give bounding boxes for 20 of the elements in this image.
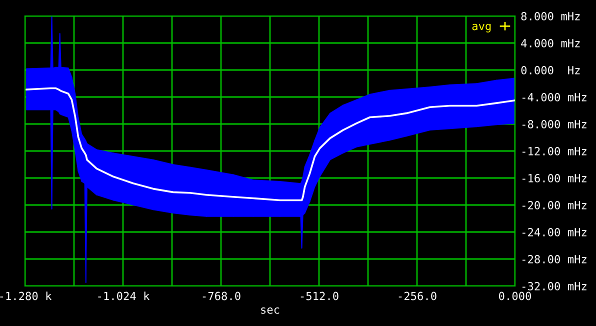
y-tick-label: -20.00 mHz bbox=[522, 201, 586, 210]
y-tick-label: -4.000 mHz bbox=[522, 93, 586, 102]
y-tick-label: -32.00 mHz bbox=[522, 282, 586, 290]
x-axis-title: sec bbox=[261, 307, 280, 314]
x-tick-label: -768.0 bbox=[202, 292, 240, 300]
x-tick-label: 0.000 bbox=[499, 292, 532, 300]
x-tick-label: -1.280 k bbox=[0, 292, 52, 300]
y-tick-label: 0.000 Hz bbox=[521, 66, 580, 74]
x-tick-label: -1.024 k bbox=[98, 292, 150, 300]
y-tick-label: -12.00 mHz bbox=[522, 147, 586, 156]
y-tick-label: -8.000 mHz bbox=[522, 120, 586, 128]
y-tick-label: 4.000 mHz bbox=[521, 39, 580, 48]
x-tick-label: -256.0 bbox=[398, 292, 436, 300]
y-tick-label: -24.00 mHz bbox=[522, 228, 586, 236]
y-tick-label: -16.00 mHz bbox=[522, 174, 586, 182]
y-tick-label: -28.00 mHz bbox=[522, 255, 586, 264]
y-tick-label: 8.000 mHz bbox=[521, 12, 580, 20]
line-series bbox=[26, 87, 515, 202]
text: avg bbox=[472, 24, 491, 32]
x-tick-label: -512.0 bbox=[300, 292, 338, 300]
